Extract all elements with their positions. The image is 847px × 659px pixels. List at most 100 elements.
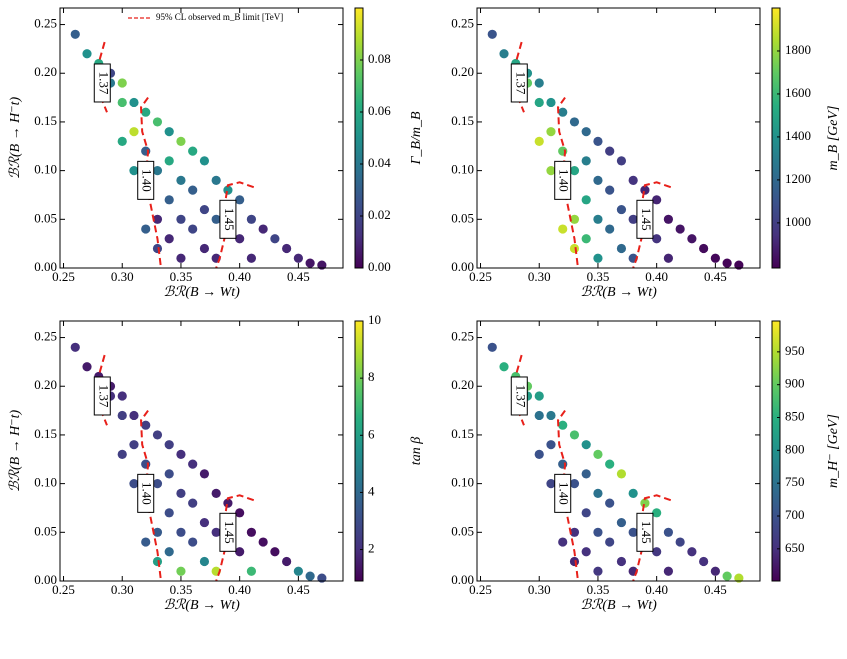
point (246, 527, 257, 537)
point (199, 243, 210, 254)
colorbar (771, 7, 781, 269)
point (293, 566, 303, 576)
point (534, 97, 544, 108)
point (188, 185, 198, 195)
point (628, 214, 638, 224)
x-tick-label: 0.45 (287, 269, 310, 284)
point (569, 527, 580, 537)
point (176, 175, 186, 185)
point (581, 440, 591, 450)
point (152, 556, 163, 567)
point (129, 127, 139, 137)
point (628, 527, 638, 537)
y-tick-label: 0.10 (34, 162, 57, 177)
point (70, 342, 80, 352)
point (663, 214, 674, 224)
contour-label-box (636, 199, 654, 239)
point (605, 459, 615, 469)
contour-label: 1.45 (222, 521, 237, 544)
y-tick-label: 0.25 (451, 329, 474, 344)
colorbar-tick-label: 0.00 (368, 259, 391, 274)
point (199, 517, 210, 528)
contour-label: 1.37 (513, 72, 528, 95)
y-tick-label: 0.20 (451, 64, 474, 79)
point (129, 166, 139, 176)
point (652, 234, 662, 244)
y-tick-label: 0.15 (451, 113, 474, 128)
point (152, 243, 163, 254)
contour-label: 1.37 (96, 385, 111, 408)
point (616, 469, 627, 479)
point (675, 537, 685, 547)
point (141, 537, 151, 547)
point (164, 234, 174, 244)
point (652, 547, 662, 557)
point (152, 166, 163, 176)
point (581, 547, 591, 557)
y-tick-label: 0.05 (451, 210, 474, 225)
point (581, 234, 591, 244)
colorbar-tick-label: 750 (785, 474, 805, 489)
point (258, 537, 268, 547)
colorbar-tick-label: 8 (368, 369, 375, 384)
point (487, 342, 497, 352)
y-tick-label: 0.05 (34, 523, 57, 538)
point (70, 29, 80, 39)
point (282, 556, 292, 567)
point (117, 97, 127, 108)
colorbar (354, 7, 364, 269)
point (317, 573, 327, 583)
x-tick-label: 0.30 (528, 582, 551, 597)
colorbar (354, 320, 364, 582)
contour-label-box (93, 376, 111, 416)
x-tick-label: 0.25 (52, 582, 75, 597)
point (558, 107, 568, 117)
point (117, 449, 127, 460)
colorbar-tick-label: 950 (785, 343, 805, 358)
colorbar-tick-label: 700 (785, 507, 805, 522)
point (258, 224, 268, 234)
contour-label-box (510, 63, 528, 103)
point (710, 566, 720, 576)
contour-label: 1.40 (140, 482, 155, 505)
y-tick-label: 0.20 (34, 64, 57, 79)
point (616, 517, 627, 528)
point (640, 498, 650, 508)
y-tick-label: 0.15 (34, 426, 57, 441)
y-tick-label: 0.15 (451, 426, 474, 441)
point (687, 547, 697, 557)
point (569, 243, 580, 254)
point (546, 479, 556, 489)
point (699, 243, 709, 254)
legend-text: 95% CL observed m_B limit [TeV] (156, 12, 283, 22)
point (235, 195, 245, 205)
contour-label: 1.37 (513, 385, 528, 408)
point (710, 253, 720, 263)
point (129, 410, 139, 421)
point (581, 195, 591, 205)
point (164, 469, 174, 479)
point (628, 488, 638, 498)
colorbar-label: m_H⁻ [GeV] (826, 414, 841, 488)
x-tick-label: 0.30 (111, 582, 134, 597)
contour-label: 1.45 (639, 208, 654, 231)
contour-line (215, 494, 255, 582)
point (129, 440, 139, 450)
point (164, 440, 174, 450)
point (593, 175, 603, 185)
y-axis-label: ℬℛ(B → H⁻t) (8, 96, 23, 179)
point (176, 136, 186, 147)
point (616, 556, 627, 567)
contour-label-box (554, 473, 572, 513)
point (164, 508, 174, 518)
colorbar-tick-label: 2 (368, 541, 375, 556)
point (699, 556, 709, 567)
colorbar-label: tan β (409, 437, 424, 465)
point (534, 391, 544, 401)
y-tick-label: 0.20 (451, 377, 474, 392)
colorbar-tick-label: 0.08 (368, 51, 391, 66)
point (188, 224, 198, 234)
y-tick-label: 0.00 (34, 259, 57, 274)
contour-label-box (636, 512, 654, 552)
